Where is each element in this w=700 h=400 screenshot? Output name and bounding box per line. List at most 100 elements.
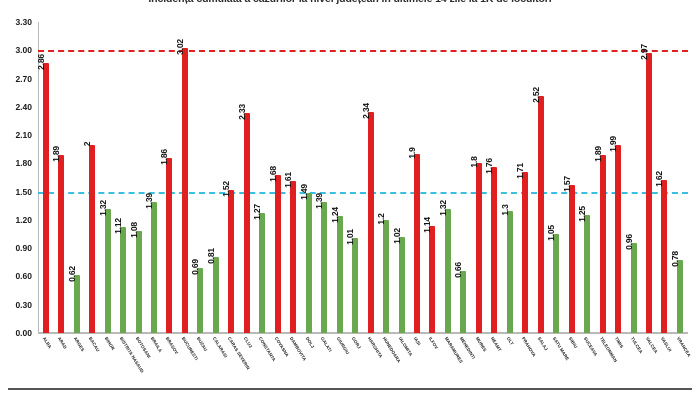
bar-slot[interactable]: 1.99 <box>608 22 625 333</box>
x-label-slot: DAMBOVITA <box>286 334 308 386</box>
bar[interactable]: 0.96 <box>624 234 637 333</box>
bar[interactable]: 1.57 <box>562 176 575 333</box>
bar[interactable]: 2 <box>82 141 96 333</box>
bar-slot[interactable]: 2 <box>82 22 99 333</box>
bar[interactable]: 1.52 <box>221 181 235 333</box>
bar-slot[interactable]: 1.62 <box>654 22 672 333</box>
bar-value-label: 1.57 <box>561 176 572 192</box>
bar-slot[interactable]: 1.32 <box>438 22 455 333</box>
bar-slot[interactable]: 1.89 <box>51 22 68 333</box>
x-label-slot: HARGHITA <box>363 334 383 386</box>
bar-slot[interactable]: 1.39 <box>144 22 161 333</box>
bar[interactable]: 0.78 <box>670 251 683 333</box>
bar[interactable]: 1.2 <box>376 213 390 333</box>
bar-slot[interactable]: 1.86 <box>159 22 177 333</box>
bar[interactable]: 1.39 <box>144 193 158 333</box>
bar-slot[interactable]: 1.8 <box>469 22 486 333</box>
bar[interactable]: 1.12 <box>113 219 127 333</box>
bar[interactable]: 1.68 <box>268 166 281 333</box>
bar-slot[interactable]: 3.02 <box>175 22 192 333</box>
bar[interactable]: 1.49 <box>299 184 312 333</box>
bar-slot[interactable]: 1.57 <box>562 22 579 333</box>
bar-slot[interactable]: 1.2 <box>376 22 393 333</box>
bar-slot[interactable]: 2.97 <box>639 22 656 333</box>
bar[interactable]: 0.66 <box>453 262 467 333</box>
bar[interactable]: 2.52 <box>531 87 544 333</box>
bar[interactable]: 1.71 <box>515 163 529 333</box>
bar-slot[interactable]: 0.66 <box>453 22 471 333</box>
bar-slot[interactable]: 1.12 <box>113 22 130 333</box>
bar-slot[interactable]: 1.05 <box>546 22 563 333</box>
x-label-slot: IALOMITA <box>394 334 413 386</box>
bar[interactable]: 0.69 <box>190 259 204 333</box>
bar[interactable]: 1.89 <box>593 146 606 333</box>
bar[interactable]: 1.3 <box>500 204 513 333</box>
bar[interactable]: 3.02 <box>175 40 188 333</box>
bar[interactable]: 2.97 <box>639 44 653 333</box>
bar-slot[interactable]: 2.52 <box>531 22 548 333</box>
bar-slot[interactable]: 1.39 <box>314 22 331 333</box>
bar-slot[interactable]: 1.01 <box>345 22 362 333</box>
bar[interactable]: 1.02 <box>392 228 405 333</box>
y-axis-tick: 0.90 <box>15 243 32 254</box>
bar[interactable]: 1.89 <box>51 146 65 333</box>
x-label-slot: ALBA <box>38 334 53 386</box>
bar-slot[interactable]: 0.81 <box>206 22 223 333</box>
bar[interactable]: 1.27 <box>252 204 266 333</box>
bar-slot[interactable]: 1.61 <box>283 22 301 333</box>
bar[interactable]: 1.62 <box>654 171 668 333</box>
bar[interactable]: 1.25 <box>577 206 591 333</box>
bar[interactable]: 1.99 <box>608 137 622 333</box>
x-label-slot: ARGES <box>69 334 85 386</box>
bar-slot[interactable]: 1.52 <box>221 22 239 333</box>
bar[interactable]: 1.86 <box>159 149 173 333</box>
x-axis-tick-label: CLUJ <box>242 336 254 349</box>
bar-slot[interactable]: 2.86 <box>36 22 53 333</box>
bar[interactable]: 1.14 <box>422 217 436 333</box>
bar-slot[interactable]: 1.27 <box>252 22 270 333</box>
bar[interactable]: 1.76 <box>484 158 498 333</box>
bar-slot[interactable]: 2.34 <box>361 22 378 333</box>
x-label-slot: BRASOV <box>162 334 180 386</box>
bar-slot[interactable]: 1.9 <box>407 22 424 333</box>
bar-slot[interactable]: 1.76 <box>484 22 502 333</box>
bar[interactable]: 0.62 <box>67 266 80 333</box>
bar[interactable]: 1.01 <box>345 229 359 333</box>
x-axis-tick-label: ILFOV <box>428 336 440 351</box>
bar[interactable]: 2.86 <box>36 55 49 333</box>
bar-slot[interactable]: 0.62 <box>67 22 84 333</box>
bar[interactable]: 1.32 <box>98 200 111 333</box>
bar-value-label: 3.02 <box>174 39 185 56</box>
bar[interactable]: 1.08 <box>129 222 142 333</box>
x-axis-tick-label: ARAD <box>56 336 69 350</box>
bar-slot[interactable]: 1.25 <box>577 22 594 333</box>
bar-slot[interactable]: 1.49 <box>299 22 316 333</box>
bar[interactable]: 2.33 <box>237 105 250 333</box>
bar-slot[interactable]: 0.96 <box>624 22 641 333</box>
bar[interactable]: 1.61 <box>283 172 297 333</box>
bar-slot[interactable]: 1.3 <box>500 22 517 333</box>
bar-slot[interactable]: 1.02 <box>392 22 409 333</box>
bar[interactable]: 0.81 <box>206 248 219 333</box>
bar-value-label: 1.12 <box>113 218 124 235</box>
x-label-slot: CARAS SEVERIN <box>224 334 251 386</box>
bar[interactable]: 1.9 <box>407 147 420 333</box>
bar-slot[interactable]: 0.69 <box>190 22 208 333</box>
bar-slot[interactable]: 1.14 <box>422 22 440 333</box>
bar-slot[interactable]: 1.24 <box>330 22 347 333</box>
bar-slot[interactable]: 2.33 <box>237 22 254 333</box>
x-label-slot: MEHEDINTI <box>456 334 477 386</box>
bar[interactable]: 1.39 <box>314 193 328 333</box>
bar-slot[interactable]: 1.32 <box>98 22 115 333</box>
bar[interactable]: 1.05 <box>546 225 560 333</box>
bar-slot[interactable]: 1.68 <box>268 22 285 333</box>
bar-slot[interactable]: 0.78 <box>670 22 687 333</box>
bar-slot[interactable]: 1.89 <box>593 22 610 333</box>
bar[interactable]: 1.24 <box>330 207 343 333</box>
bar-slot[interactable]: 1.08 <box>129 22 146 333</box>
bar-slot[interactable]: 1.71 <box>515 22 533 333</box>
bar[interactable]: 1.32 <box>438 200 451 333</box>
bar[interactable]: 2.34 <box>361 104 374 333</box>
y-axis-tick: 2.10 <box>15 130 32 141</box>
bar[interactable]: 1.8 <box>469 157 482 333</box>
